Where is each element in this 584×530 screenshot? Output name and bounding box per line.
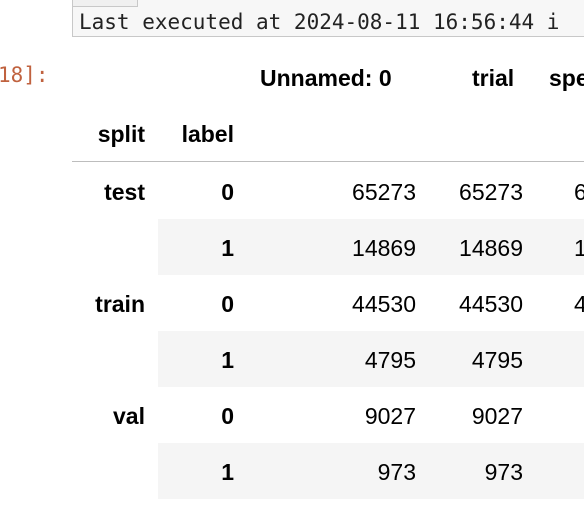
row-stripe: [158, 219, 584, 275]
row-stripe: [158, 443, 584, 499]
third-cell: 6: [574, 179, 584, 205]
trial-cell: 44530: [459, 291, 523, 317]
third-cell: 4: [574, 291, 584, 317]
trial-cell: 65273: [459, 179, 523, 205]
index-name-split: split: [97, 121, 145, 147]
trial-cell: 14869: [459, 235, 523, 261]
unnamed-cell: 65273: [352, 179, 416, 205]
label-index-cell: 0: [221, 403, 234, 429]
label-index-cell: 1: [221, 235, 234, 261]
label-index-cell: 1: [221, 459, 234, 485]
row-stripe: [158, 331, 584, 387]
unnamed-cell: 44530: [352, 291, 416, 317]
split-index-cell: train: [95, 291, 145, 317]
label-index-cell: 0: [221, 291, 234, 317]
label-index-cell: 1: [221, 347, 234, 373]
third-cell: 1: [574, 235, 584, 261]
column-header-unnamed: Unnamed: 0: [260, 65, 392, 91]
trial-cell: 9027: [471, 403, 523, 429]
header-divider: [72, 161, 584, 162]
trial-cell: 4795: [471, 347, 523, 373]
label-index-cell: 0: [221, 179, 234, 205]
index-name-label: label: [181, 121, 234, 147]
unnamed-cell: 4795: [364, 347, 416, 373]
cell-prompt: 18]:: [0, 63, 49, 87]
unnamed-cell: 14869: [352, 235, 416, 261]
trial-cell: 973: [484, 459, 523, 485]
column-header-third: spe: [549, 65, 584, 91]
execution-status-tab: [73, 0, 138, 7]
unnamed-cell: 973: [377, 459, 416, 485]
execution-status-text: Last executed at 2024-08-11 16:56:44 i: [79, 10, 560, 34]
column-header-trial: trial: [472, 65, 515, 91]
split-index-cell: test: [104, 179, 145, 205]
split-index-cell: val: [113, 403, 145, 429]
execution-status-box: Last executed at 2024-08-11 16:56:44 i: [72, 0, 584, 37]
unnamed-cell: 9027: [364, 403, 416, 429]
